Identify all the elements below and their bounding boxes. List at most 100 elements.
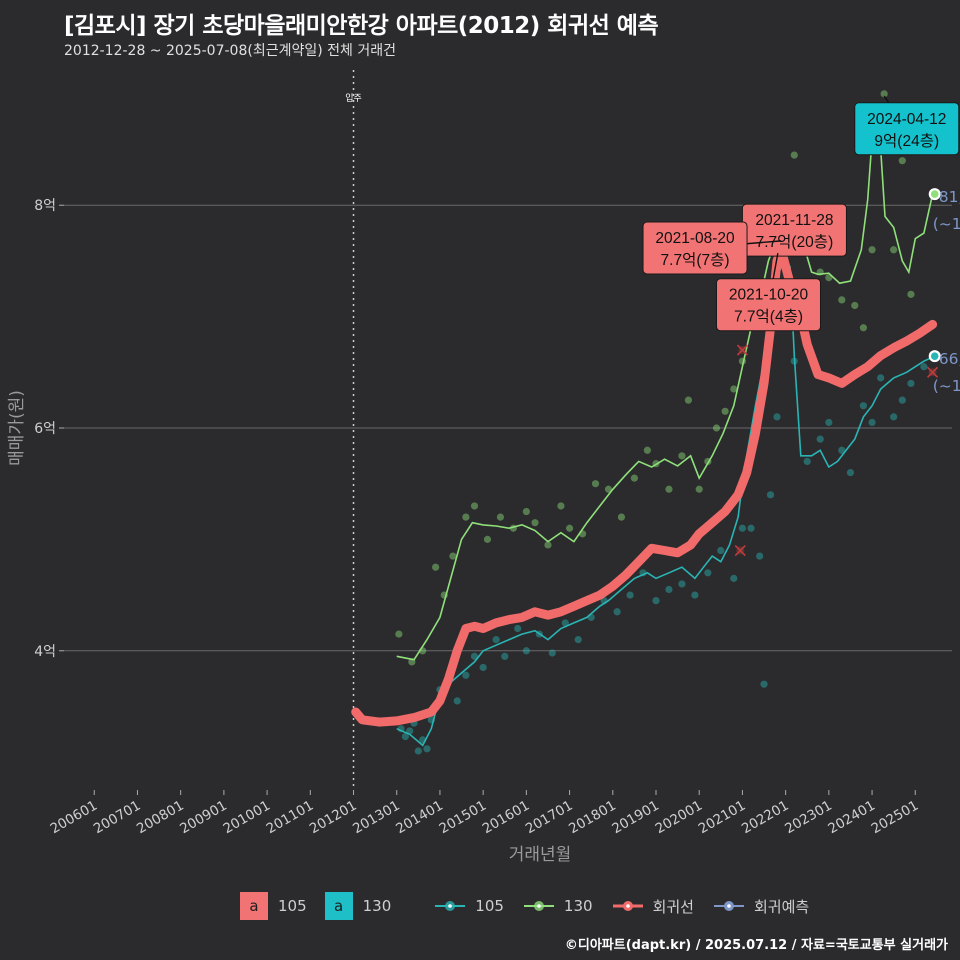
x-tick-label: 200801 [134, 798, 187, 838]
x-tick-label: 202401 [825, 798, 878, 838]
legend-key-fill-105: a [240, 892, 268, 920]
x-tick-label: 202001 [653, 798, 706, 838]
scatter-point-105 [548, 649, 556, 657]
series-line-130 [396, 104, 934, 661]
scatter-point-105 [773, 413, 781, 421]
x-tick-label: 200601 [48, 798, 101, 838]
scatter-point-105 [522, 647, 530, 655]
scatter-point-130 [665, 485, 673, 493]
y-axis-title: 매매가(원) [7, 390, 27, 466]
scatter-point-130 [851, 301, 859, 310]
scatter-point-130 [432, 563, 440, 571]
annotation-price: 7.7억(20층) [756, 233, 834, 251]
y-tick-label: 8억 [34, 198, 56, 214]
scatter-point-130 [565, 524, 574, 532]
legend-regression-icon [612, 901, 643, 911]
scatter-point-105 [561, 619, 569, 627]
scatter-point-105 [760, 680, 768, 688]
annotation-box [854, 102, 960, 156]
scatter-point-130 [730, 385, 738, 393]
cross-marker-dot [738, 346, 747, 355]
scatter-point-130 [898, 157, 906, 165]
move-in-label: 입주 [345, 92, 362, 104]
x-tick-label: 202101 [696, 798, 749, 838]
x-tick-label: 201901 [609, 798, 662, 838]
scatter-point-130 [557, 502, 565, 510]
legend-line-130-icon [523, 901, 554, 911]
scatter-point-105 [691, 591, 699, 599]
scatter-point-130 [643, 446, 651, 454]
scatter-point-105 [825, 418, 833, 427]
scatter-point-105 [626, 591, 634, 599]
scatter-point-130 [522, 507, 530, 516]
scatter-point-130 [790, 151, 798, 159]
legend-key-fill-130: a [324, 892, 353, 920]
y-tick-label: 4억 [34, 644, 56, 660]
x-tick-label: 201201 [307, 798, 360, 838]
scatter-point-105 [678, 580, 686, 588]
scatter-point-105 [838, 446, 846, 454]
scatter-point-130 [449, 552, 457, 560]
legend-forecast-icon [713, 901, 744, 911]
cross-marker-dot [928, 368, 937, 377]
annotation-price: 7.7억(7층) [661, 251, 730, 269]
forecast-value-label: 81,000 [939, 188, 960, 206]
scatter-point-130 [721, 407, 729, 415]
annotation-date: 2021-11-28 [755, 212, 833, 229]
scatter-point-130 [695, 485, 703, 493]
legend-label-line-130: 130 [563, 897, 593, 915]
scatter-point-130 [462, 513, 470, 521]
scatter-point-130 [868, 246, 876, 254]
scatter-point-130 [684, 396, 693, 404]
x-tick-label: 202501 [869, 798, 922, 838]
x-tick-label: 201101 [264, 798, 317, 838]
scatter-point-105 [574, 636, 582, 644]
chart-subtitle: 2012-12-28 ~ 2025-07-08(최근계약일) 전체 거래건 [64, 43, 396, 59]
x-tick-label: 201001 [220, 798, 273, 838]
x-axis-title: 거래년월 [509, 845, 572, 865]
scatter-point-105 [470, 652, 479, 660]
scatter-point-105 [704, 569, 712, 577]
annotation-date: 2021-08-20 [655, 230, 735, 247]
scatter-point-130 [712, 424, 721, 432]
scatter-point-105 [453, 697, 461, 705]
scatter-point-105 [730, 574, 738, 582]
regression-line [351, 245, 938, 727]
scatter-point-105 [501, 652, 509, 660]
cross-marker [734, 544, 746, 557]
legend-item-line-130: 130 [522, 896, 611, 916]
scatter-point-105 [816, 435, 824, 443]
legend: a 105 a 130 105 130 회귀선 [240, 892, 827, 920]
scatter-point-105 [738, 524, 747, 532]
x-tick-label: 200701 [91, 798, 144, 838]
scatter-point-105 [846, 468, 855, 477]
x-tick-label: 201301 [350, 798, 403, 838]
annotation-box [642, 221, 748, 275]
scatter-point-105 [890, 413, 898, 421]
scatter-point-130 [630, 474, 638, 482]
scatter-point-105 [747, 524, 755, 532]
scatter-point-130 [470, 502, 479, 510]
forecast-value-label: 66,450 [939, 350, 960, 368]
scatter-point-130 [496, 513, 505, 521]
scatter-point-105 [401, 732, 409, 741]
x-tick-label: 201601 [480, 798, 533, 838]
cross-marker [926, 366, 939, 378]
legend-item-forecast: 회귀예측 [712, 896, 827, 917]
x-tick-label: 200901 [177, 798, 230, 838]
scatter-point-130 [617, 513, 626, 521]
x-tick-label: 201501 [437, 798, 490, 838]
legend-label-fill-105: 105 [278, 897, 307, 915]
scatter-point-130 [890, 246, 898, 254]
scatter-point-130 [880, 90, 888, 98]
scatter-point-130 [604, 485, 613, 493]
legend-item-line-105: 105 [433, 896, 522, 916]
legend-line-105-icon [435, 901, 466, 911]
x-tick-label: 202201 [739, 798, 792, 838]
scatter-point-105 [479, 663, 487, 672]
scatter-point-130 [395, 630, 403, 638]
legend-label-line-105: 105 [475, 897, 504, 915]
scatter-point-105 [907, 379, 915, 388]
forecast-point-105 [930, 352, 939, 360]
annotation-price: 9억(24층) [874, 132, 939, 150]
